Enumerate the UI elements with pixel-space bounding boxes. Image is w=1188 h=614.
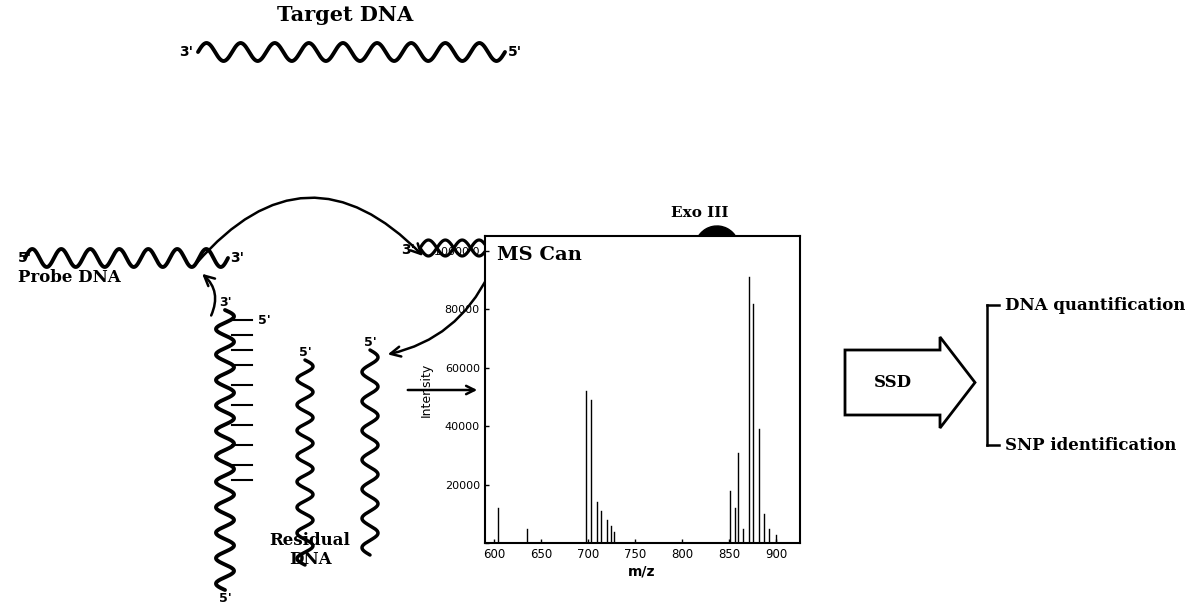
Text: 3': 3' (230, 251, 244, 265)
Text: SSD: SSD (873, 374, 911, 391)
Text: 3': 3' (179, 45, 192, 59)
X-axis label: m/z: m/z (628, 564, 656, 578)
FancyArrowPatch shape (391, 274, 488, 357)
Text: 5': 5' (219, 591, 232, 605)
Text: 5': 5' (696, 252, 707, 262)
Text: 5': 5' (18, 251, 32, 265)
Text: SNP identification: SNP identification (1005, 437, 1176, 454)
Text: 5': 5' (364, 335, 377, 349)
Text: Exo III: Exo III (671, 206, 728, 220)
Y-axis label: Intensity: Intensity (419, 363, 432, 417)
FancyArrowPatch shape (204, 276, 215, 316)
Text: 5': 5' (508, 45, 522, 59)
Text: MS Can: MS Can (498, 246, 582, 263)
Wedge shape (695, 226, 737, 270)
Text: Probe DNA: Probe DNA (18, 270, 121, 287)
Text: DNA quantification: DNA quantification (1005, 297, 1186, 314)
Text: 5': 5' (258, 314, 271, 327)
Text: 5': 5' (545, 261, 560, 275)
Text: Target DNA: Target DNA (277, 5, 413, 25)
FancyArrowPatch shape (197, 198, 421, 263)
Text: 3': 3' (695, 235, 706, 245)
Text: Residual
DNA: Residual DNA (270, 532, 350, 569)
Polygon shape (845, 337, 975, 428)
Text: 3': 3' (402, 243, 415, 257)
Text: 3': 3' (219, 295, 232, 308)
Text: 5': 5' (298, 346, 311, 359)
